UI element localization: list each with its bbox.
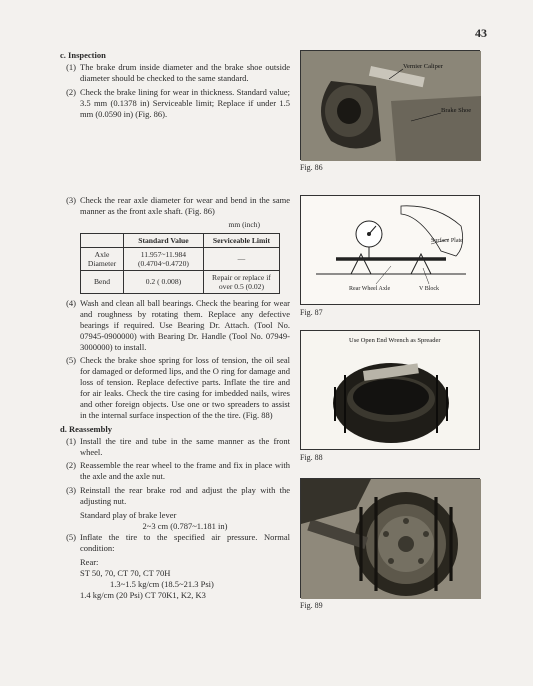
item-c3: (3) Check the rear axle diameter for wea…	[60, 195, 290, 217]
table-r1-v1: 11.957~11.984 (0.4704~0.4720)	[124, 247, 204, 270]
rear-psi2: 1.4 kg/cm (20 Psi) CT 70K1, K2, K3	[80, 590, 290, 601]
page-number: 43	[475, 26, 487, 41]
std-play-value: 2~3 cm (0.787~1.181 in)	[80, 521, 290, 532]
item-d3: (3) Reinstall the rear brake rod and adj…	[60, 485, 290, 507]
table-r2-label: Bend	[81, 270, 124, 293]
item-body: Check the brake lining for wear in thick…	[80, 87, 290, 120]
rear-label: Rear:	[80, 557, 290, 568]
fig87-caption: Fig. 87	[300, 308, 480, 317]
item-body: Install the tire and tube in the same ma…	[80, 436, 290, 458]
item-num: (1)	[60, 62, 80, 84]
item-num: (1)	[60, 436, 80, 458]
rear-psi1: 1.3~1.5 kg/cm (18.5~21.3 Psi)	[110, 579, 290, 590]
left-column-item3: (3) Check the rear axle diameter for wea…	[60, 195, 290, 298]
table-unit: mm (inch)	[60, 220, 260, 229]
item-body: Wash and clean all ball bearings. Check …	[80, 298, 290, 352]
fig86-block: Vernier Caliper Brake Shoe Fig. 86	[300, 50, 480, 172]
fig86-label-caliper: Vernier Caliper	[403, 63, 443, 70]
item-num: (5)	[60, 355, 80, 420]
item-num: (3)	[60, 485, 80, 507]
item-c5: (5) Check the brake shoe spring for loss…	[60, 355, 290, 420]
svg-text:V Block: V Block	[419, 286, 439, 292]
fig87-image: Surface Plate Rear Wheel Axle V Block	[300, 195, 480, 305]
fig88-label: Use Open End Wrench as Spreader	[349, 337, 441, 344]
fig89-caption: Fig. 89	[300, 601, 480, 610]
section-d-heading: d. Reassembly	[60, 424, 290, 434]
section-d-letter: d.	[60, 424, 67, 434]
table-h2: Serviceable Limit	[203, 233, 279, 247]
item-num: (4)	[60, 298, 80, 352]
table-corner	[81, 233, 124, 247]
fig86-image: Vernier Caliper Brake Shoe	[300, 50, 480, 160]
rear-models: ST 50, 70, CT 70, CT 70H	[80, 568, 290, 579]
spec-table: Standard Value Serviceable Limit Axle Di…	[80, 233, 280, 294]
fig87-block: Surface Plate Rear Wheel Axle V Block Fi…	[300, 195, 480, 317]
table-h1: Standard Value	[124, 233, 204, 247]
item-c4: (4) Wash and clean all ball bearings. Ch…	[60, 298, 290, 352]
item-body: The brake drum inside diameter and the b…	[80, 62, 290, 84]
left-column-top: c. Inspection (1) The brake drum inside …	[60, 50, 290, 122]
item-body: Reinstall the rear brake rod and adjust …	[80, 485, 290, 507]
item-num: (5)	[60, 532, 80, 554]
item-body: Check the rear axle diameter for wear an…	[80, 195, 290, 217]
fig89-image	[300, 478, 480, 598]
table-r1-v2: —	[203, 247, 279, 270]
section-c-heading: c. Inspection	[60, 50, 290, 60]
section-d-title: Reassembly	[69, 424, 112, 434]
fig89-block: Fig. 89	[300, 478, 480, 610]
item-body: Check the brake shoe spring for loss of …	[80, 355, 290, 420]
item-d2: (2) Reassemble the rear wheel to the fra…	[60, 460, 290, 482]
item-num: (3)	[60, 195, 80, 217]
svg-text:Surface Plate: Surface Plate	[431, 237, 463, 244]
fig88-block: Use Open End Wrench as Spreader Fig. 88	[300, 330, 480, 462]
item-body: Reassemble the rear wheel to the frame a…	[80, 460, 290, 482]
section-c-title: Inspection	[68, 50, 106, 60]
std-play-label: Standard play of brake lever	[80, 510, 290, 521]
item-c2: (2) Check the brake lining for wear in t…	[60, 87, 290, 120]
item-d1: (1) Install the tire and tube in the sam…	[60, 436, 290, 458]
fig88-image: Use Open End Wrench as Spreader	[300, 330, 480, 450]
section-c-letter: c.	[60, 50, 66, 60]
item-num: (2)	[60, 460, 80, 482]
fig86-label-shoe: Brake Shoe	[441, 107, 471, 114]
item-num: (2)	[60, 87, 80, 120]
table-r1-label: Axle Diameter	[81, 247, 124, 270]
item-body: Inflate the tire to the specified air pr…	[80, 532, 290, 554]
table-r2-v2: Repair or replace if over 0.5 (0.02)	[203, 270, 279, 293]
item-d5: (5) Inflate the tire to the specified ai…	[60, 532, 290, 554]
fig86-caption: Fig. 86	[300, 163, 480, 172]
left-column-lower: (4) Wash and clean all ball bearings. Ch…	[60, 298, 290, 601]
item-c1: (1) The brake drum inside diameter and t…	[60, 62, 290, 84]
table-r2-v1: 0.2 ( 0.008)	[124, 270, 204, 293]
svg-text:Rear Wheel Axle: Rear Wheel Axle	[349, 286, 391, 292]
fig88-caption: Fig. 88	[300, 453, 480, 462]
